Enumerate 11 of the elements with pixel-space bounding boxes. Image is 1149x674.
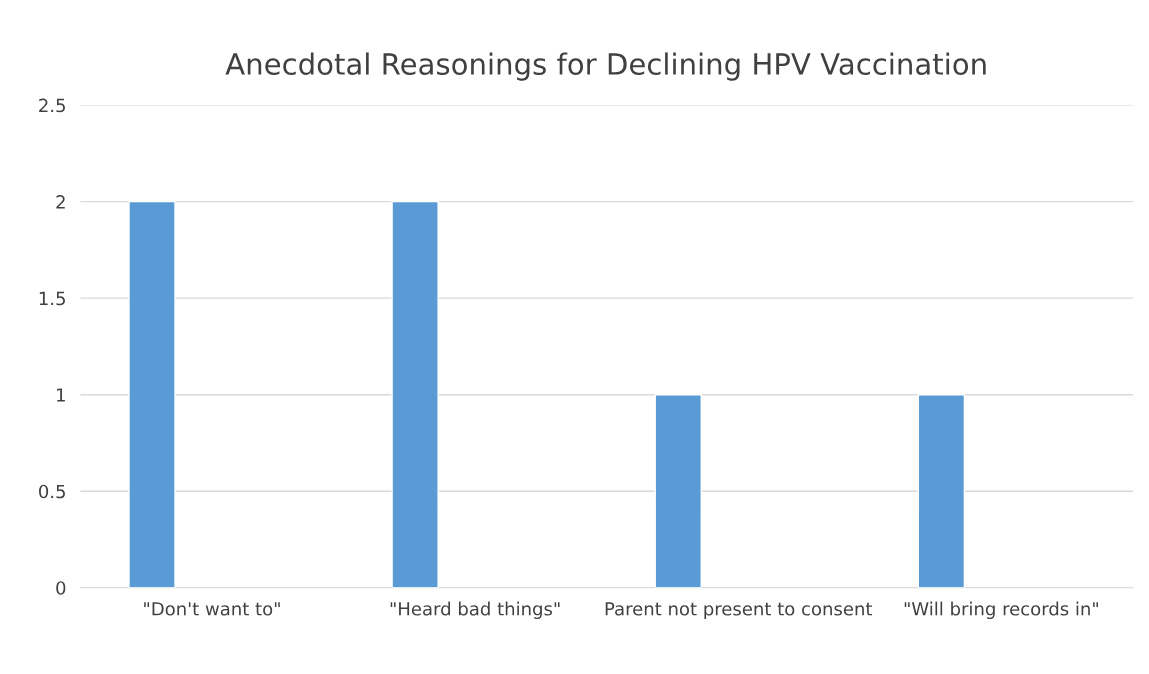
x-tick-label: "Will bring records in" <box>904 601 1098 620</box>
y-tick-label: 0.5 <box>39 484 65 499</box>
x-tick-label: "Don't want to" <box>144 602 280 616</box>
x-tick-label: "Heard bad things" <box>390 601 560 620</box>
y-tick-label: 1 <box>57 388 65 402</box>
chart-title: Anecdotal Reasonings for Declining HPV Vaccination <box>225 52 986 81</box>
y-tick-label: 2.5 <box>39 98 65 113</box>
y-tick-label: 0 <box>56 581 66 595</box>
y-tick-label: 2 <box>56 195 65 209</box>
x-tick-label: Parent not present to consent <box>605 602 873 620</box>
y-tick-label: 1.5 <box>39 291 65 306</box>
